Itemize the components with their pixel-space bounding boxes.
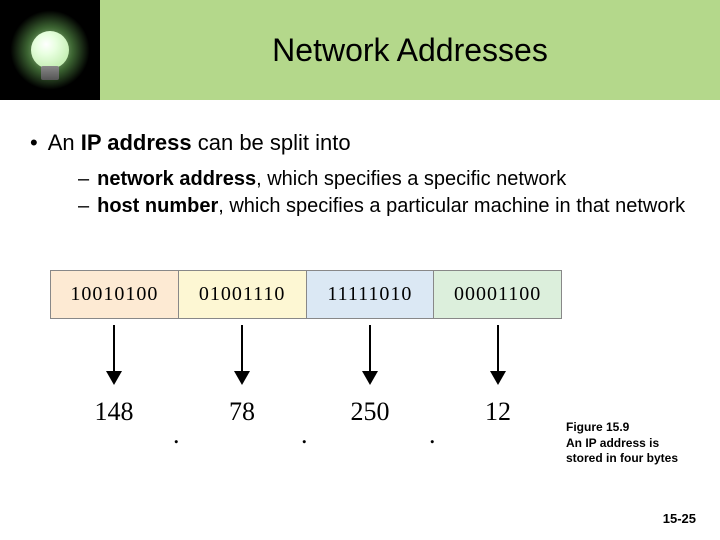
dash-2: – [78, 195, 89, 217]
lightbulb-icon [31, 31, 69, 69]
logo-box [0, 0, 100, 100]
content-area: • An IP address can be split into –networ… [0, 100, 720, 218]
bulb-base [41, 66, 59, 80]
dec-2: 250 [306, 397, 434, 427]
sub2-bold: host number [97, 195, 218, 217]
sub2-rest: , which specifies a particular machine i… [218, 195, 685, 217]
ip-diagram: 10010100 01001110 11111010 00001100 148 … [42, 270, 572, 427]
sub1-rest: , which specifies a specific network [256, 168, 566, 190]
arrows-row [50, 325, 562, 383]
octet-2: 11111010 [307, 271, 435, 318]
bullet-dot: • [30, 130, 38, 155]
arrow-down-icon [369, 325, 371, 383]
dec-0: 148 [50, 397, 178, 427]
main-bullet: • An IP address can be split into [30, 130, 690, 156]
figure-text: An IP address is stored in four bytes [566, 436, 678, 466]
figure-caption: Figure 15.9 An IP address is stored in f… [566, 420, 696, 467]
sub1-bold: network address [97, 168, 256, 190]
octet-1: 01001110 [179, 271, 307, 318]
dec-3: 12 [434, 397, 562, 427]
slide-header: Network Addresses [0, 0, 720, 100]
dash-1: – [78, 168, 89, 190]
bullet-bold: IP address [81, 130, 192, 155]
arrow-down-icon [497, 325, 499, 383]
page-number: 15-25 [663, 511, 696, 526]
slide-title: Network Addresses [272, 32, 548, 69]
octet-3: 00001100 [434, 271, 562, 318]
arrow-down-icon [241, 325, 243, 383]
sub-bullet-list: –network address, which specifies a spec… [78, 168, 690, 218]
sub-bullet-2: –host number, which specifies a particul… [78, 195, 690, 218]
arrow-down-icon [113, 325, 115, 383]
bullet-rest: can be split into [192, 130, 351, 155]
octet-0: 10010100 [51, 271, 179, 318]
title-band: Network Addresses [100, 0, 720, 100]
figure-number: Figure 15.9 [566, 420, 629, 434]
binary-row: 10010100 01001110 11111010 00001100 [50, 270, 562, 319]
sub-bullet-1: –network address, which specifies a spec… [78, 168, 690, 191]
dec-1: 78 [178, 397, 306, 427]
bullet-lead: An [48, 130, 81, 155]
decimal-row: 148 . 78 . 250 . 12 [50, 397, 562, 427]
